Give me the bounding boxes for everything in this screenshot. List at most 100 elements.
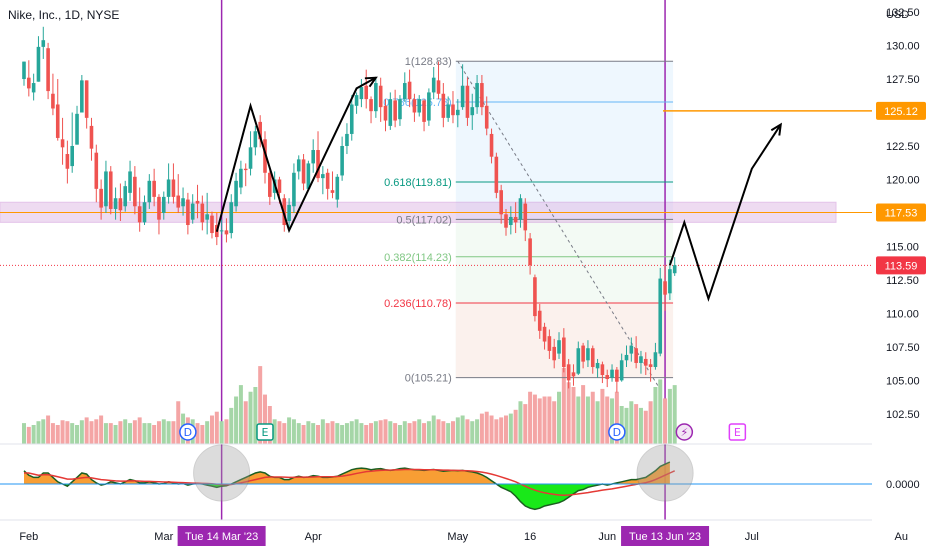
volume-bar [282,423,287,444]
volume-bar [31,425,36,444]
candle [258,115,262,148]
volume-bar [672,385,677,444]
candle [552,338,556,369]
volume-bar [214,411,219,444]
fib-label: 0(105.21) [405,373,452,385]
event-badge: E [256,423,274,441]
volume-bar [161,419,166,444]
oscillator-negative-area [24,484,670,510]
volume-bar [229,407,234,444]
fib-label: 1(128.83) [405,56,452,68]
x-tick-label: Jun [598,531,616,543]
currency-label: USD [886,9,909,21]
volume-bar [46,415,51,444]
volume-bar [248,391,253,444]
volume-bar [253,387,258,444]
candle [210,211,214,239]
oscillator-zero-label: 0.0000 [886,479,920,491]
volume-bar [142,423,147,444]
candle [75,105,79,145]
oscillator-positive-area [24,462,670,484]
volume-bar [219,421,224,444]
volume-bar [504,415,508,444]
y-tick-label: 130.00 [886,41,920,53]
projection-path [668,124,782,302]
event-badge: D [179,423,197,441]
candle [65,140,70,184]
fib-label: 0.236(110.78) [384,298,452,310]
oscillator-highlight-2 [636,444,694,502]
candle [200,195,205,231]
candle [663,265,667,311]
candle [147,174,152,209]
candle [398,95,402,126]
volume-bar [475,419,480,444]
pattern-path-arrowhead [364,76,378,88]
volume-bar [209,415,214,444]
candle [340,136,344,181]
candle [321,166,325,195]
volume-bar [378,420,383,444]
candle [417,95,422,117]
volume-bar [65,421,70,444]
candle [161,191,166,220]
candle [349,95,354,141]
candle [615,366,619,393]
candle [456,99,460,128]
y-tick-label: 107.50 [886,342,920,354]
candle [190,194,195,224]
candle [243,163,248,187]
volume-bar [301,425,306,444]
volume-bar [576,396,581,444]
candle [296,155,301,180]
volume-bar [402,421,407,444]
volume-bar [50,423,55,444]
candle [70,112,74,173]
candle [431,66,436,100]
volume-bar [542,396,547,444]
volume-bar [287,417,292,444]
candle [137,187,142,232]
candle [171,163,176,204]
volume-bar [243,401,248,444]
candle [624,345,629,367]
volume-bar [369,423,374,444]
volume-bar [349,421,354,444]
volume-bar [156,421,161,444]
volume-bar [446,423,451,444]
volume-bar [344,423,349,444]
candle [46,42,50,100]
candle [533,274,537,322]
candle [634,336,638,369]
candle [104,160,108,213]
volume-bar [291,419,296,444]
svg-text:D: D [613,426,621,439]
fib-zone-upper [455,61,674,220]
candle [460,64,465,110]
candle [36,36,41,82]
volume-bar [638,407,643,444]
volume-bar [373,421,378,444]
volume-bar [634,404,639,444]
candle [263,131,267,184]
candle [475,75,479,114]
y-tick-label: 127.50 [886,74,920,86]
volume-bar [70,423,75,444]
volume-bar [22,423,26,444]
x-tick-label: 16 [524,531,536,543]
svg-text:E: E [262,426,269,439]
volume-bar [118,421,123,444]
y-tick-label: 120.00 [886,174,920,186]
candle [369,96,373,124]
volume-bar [479,413,484,444]
candle [658,267,663,357]
candle [219,219,224,235]
candle [499,184,503,224]
volume-bar [532,394,537,444]
candle [494,152,499,199]
volume-bar [648,401,653,444]
volume-bar [383,419,388,444]
x-tick-label: Mar [154,531,173,543]
volume-bar [585,396,590,444]
